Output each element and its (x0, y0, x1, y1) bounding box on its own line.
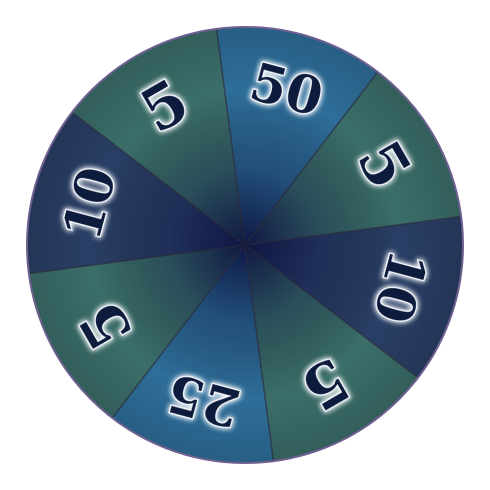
wheel-hub (241, 241, 249, 249)
segment-divider (244, 244, 419, 379)
segment-divider (244, 244, 275, 462)
wheel-rim (26, 26, 464, 464)
segment-divider (71, 111, 246, 246)
segment-divider (215, 28, 246, 246)
wheel-dividers (28, 28, 462, 462)
segment-divider (28, 244, 246, 275)
segment-divider (244, 71, 379, 246)
segment-divider (111, 244, 246, 419)
segment-divider (244, 215, 462, 246)
